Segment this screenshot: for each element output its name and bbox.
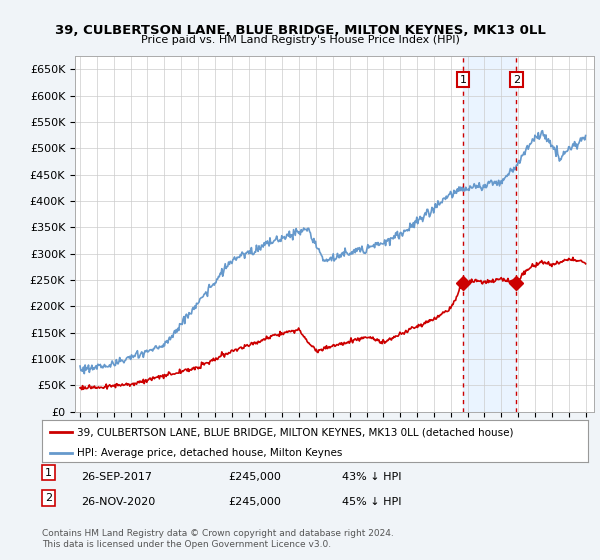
Text: 2: 2 [513,74,520,85]
Text: 1: 1 [460,74,467,85]
Text: 43% ↓ HPI: 43% ↓ HPI [342,472,401,482]
Text: 39, CULBERTSON LANE, BLUE BRIDGE, MILTON KEYNES, MK13 0LL (detached house): 39, CULBERTSON LANE, BLUE BRIDGE, MILTON… [77,428,514,437]
Text: £245,000: £245,000 [228,497,281,507]
Text: 39, CULBERTSON LANE, BLUE BRIDGE, MILTON KEYNES, MK13 0LL: 39, CULBERTSON LANE, BLUE BRIDGE, MILTON… [55,24,545,36]
Text: Price paid vs. HM Land Registry's House Price Index (HPI): Price paid vs. HM Land Registry's House … [140,35,460,45]
Text: 1: 1 [45,468,52,478]
Text: 26-NOV-2020: 26-NOV-2020 [81,497,155,507]
Text: 2: 2 [45,493,52,503]
Text: 45% ↓ HPI: 45% ↓ HPI [342,497,401,507]
Text: Contains HM Land Registry data © Crown copyright and database right 2024.
This d: Contains HM Land Registry data © Crown c… [42,529,394,549]
Text: £245,000: £245,000 [228,472,281,482]
Text: HPI: Average price, detached house, Milton Keynes: HPI: Average price, detached house, Milt… [77,448,343,458]
Bar [463,56,517,412]
Text: 26-SEP-2017: 26-SEP-2017 [81,472,152,482]
